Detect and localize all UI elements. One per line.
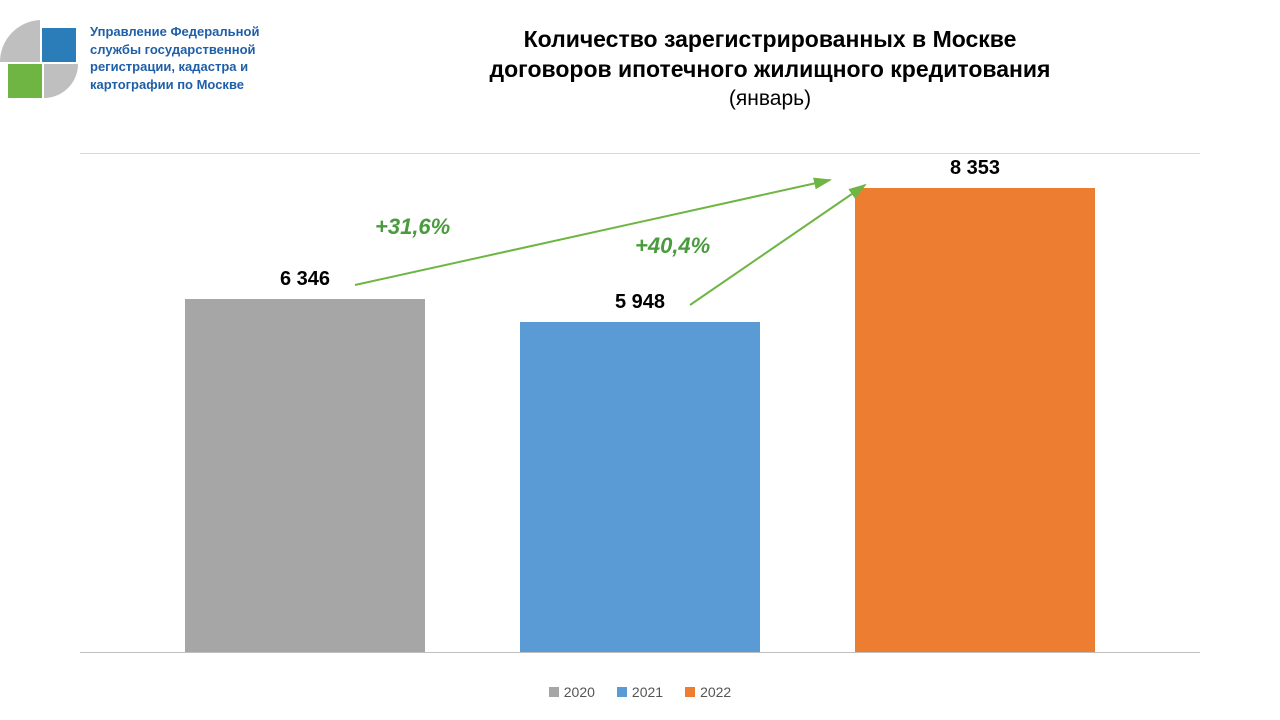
org-line2: службы государственной: [90, 41, 259, 59]
bar-label-2021: 5 948: [520, 291, 760, 314]
org-line4: картографии по Москве: [90, 76, 259, 94]
chart-title-block: Количество зарегистрированных в Москве д…: [280, 15, 1260, 111]
plot-region: 6 346 5 948 8 353: [80, 153, 1200, 653]
bar-2021: [520, 322, 760, 652]
legend-swatch: [617, 687, 627, 697]
title-line2: договоров ипотечного жилищного кредитова…: [280, 55, 1260, 85]
bar-2022: [855, 188, 1095, 652]
org-line3: регистрации, кадастра и: [90, 58, 259, 76]
legend-label: 2021: [632, 684, 663, 700]
org-name: Управление Федеральной службы государств…: [90, 15, 259, 93]
title-line1: Количество зарегистрированных в Москве: [280, 25, 1260, 55]
title-sub: (январь): [280, 87, 1260, 111]
bar-2020: [185, 299, 425, 652]
org-logo-icon: [0, 15, 80, 110]
org-line1: Управление Федеральной: [90, 23, 259, 41]
legend-label: 2020: [564, 684, 595, 700]
pct-label: +40,4%: [635, 233, 710, 259]
header: Управление Федеральной службы государств…: [0, 0, 1280, 111]
bar-label-2020: 6 346: [185, 268, 425, 291]
legend-item-2022: 2022: [685, 684, 731, 700]
legend: 2020 2021 2022: [0, 684, 1280, 700]
legend-item-2020: 2020: [549, 684, 595, 700]
legend-swatch: [685, 687, 695, 697]
bar-label-2022: 8 353: [855, 157, 1095, 180]
legend-label: 2022: [700, 684, 731, 700]
pct-label: +31,6%: [375, 214, 450, 240]
legend-swatch: [549, 687, 559, 697]
legend-item-2021: 2021: [617, 684, 663, 700]
chart-area: 6 346 5 948 8 353 +31,6% +40,4%: [80, 153, 1200, 653]
org-logo-block: Управление Федеральной службы государств…: [0, 15, 280, 110]
